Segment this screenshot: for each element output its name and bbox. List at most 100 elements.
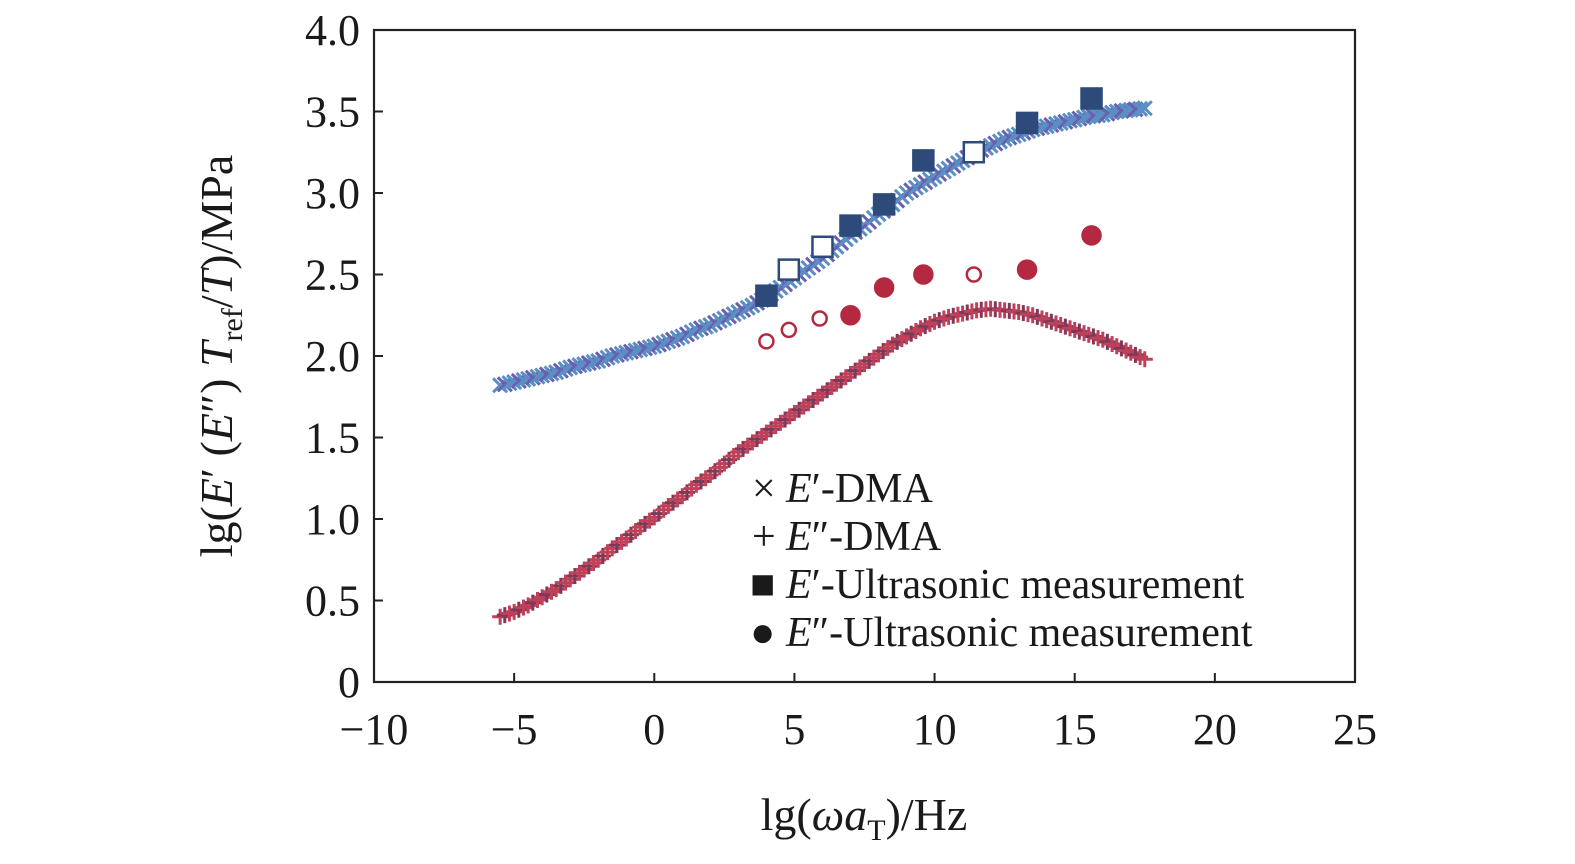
y-tick-label: 4.0 — [305, 6, 360, 55]
x-tick-label: 15 — [1053, 705, 1097, 754]
cross-stroke — [1001, 129, 1018, 146]
cross-stroke — [599, 349, 616, 366]
storage-dma-point — [1066, 111, 1083, 128]
cross-stroke — [1132, 100, 1149, 117]
storage-dma-point — [632, 341, 649, 358]
storage-dma-point — [618, 344, 635, 361]
loss-ultrasonic-point — [780, 321, 798, 339]
storage-dma-point — [664, 331, 682, 348]
legend-item-loss-dma: + E″-DMA — [752, 514, 942, 560]
cross-stroke — [1136, 100, 1153, 117]
cross-stroke — [636, 340, 654, 357]
y-axis-label: lg(E′ (E″) Tref/T)/MPa — [191, 155, 249, 557]
storage-dma-point — [580, 355, 597, 372]
cross-stroke — [492, 377, 509, 394]
loss-ultrasonic-point — [1016, 259, 1038, 280]
cross-stroke — [725, 306, 742, 323]
storage-dma-point — [1038, 118, 1055, 135]
legend-item-loss-ultrasonic: ● E″-Ultrasonic measurement — [750, 610, 1253, 656]
legend-label: E″-Ultrasonic measurement — [785, 610, 1253, 656]
storage-dma-point — [524, 369, 541, 386]
cross-stroke — [982, 137, 999, 154]
storage-dma-point — [996, 131, 1013, 148]
cross-stroke — [641, 339, 658, 356]
legend-sym: E — [785, 466, 812, 512]
cross-stroke — [1047, 115, 1065, 133]
storage-dma-point — [1094, 106, 1111, 123]
cross-stroke — [538, 366, 555, 383]
storage-dma-point — [622, 343, 639, 360]
y-tick-label: 1.0 — [305, 495, 360, 544]
cross-stroke — [702, 316, 719, 334]
y-label-e2p: ″) — [191, 367, 242, 413]
y-label-t2: T — [191, 266, 242, 295]
cross-stroke — [664, 331, 682, 348]
legend-prime: ′ — [812, 562, 821, 608]
cross-stroke — [1043, 117, 1060, 134]
storage-dma-point — [1052, 114, 1069, 131]
cross-stroke — [496, 376, 513, 393]
cross-stroke — [632, 341, 649, 358]
cross-stroke — [548, 364, 565, 381]
x-axis-ticks: −10 −5 0 5 10 15 20 25 — [340, 673, 1377, 754]
storage-dma-point — [534, 367, 551, 384]
cross-stroke — [739, 299, 756, 316]
loss-dma-point — [1136, 351, 1153, 368]
x-label-pre: lg( — [761, 789, 812, 840]
cross-stroke — [557, 360, 574, 378]
storage-dma-point — [562, 359, 579, 376]
storage-dma-point — [987, 135, 1004, 152]
x-tick-label: 5 — [783, 705, 805, 754]
legend-prime: ″ — [812, 514, 830, 560]
loss-ultrasonic-point — [1081, 225, 1102, 246]
storage-ultrasonic-point — [1080, 87, 1103, 110]
x-tick-label: 25 — [1333, 705, 1377, 754]
cross-stroke — [716, 310, 733, 327]
storage-dma-point — [730, 303, 747, 321]
storage-dma-point — [501, 375, 518, 392]
cross-stroke — [515, 371, 532, 388]
storage-dma-point — [543, 365, 560, 382]
cross-stroke — [627, 342, 644, 359]
storage-dma-point — [1001, 129, 1018, 146]
legend-prime: ′ — [812, 466, 821, 512]
x-tick-label: 10 — [913, 705, 957, 754]
cross-stroke — [683, 324, 700, 341]
storage-ultrasonic-point — [962, 141, 986, 164]
cross-stroke — [543, 365, 560, 382]
storage-ultrasonic-point — [755, 284, 778, 307]
y-tick-label: 3.0 — [305, 169, 360, 218]
storage-dma-point — [706, 314, 724, 331]
cross-stroke — [706, 314, 724, 331]
y-label-pre: lg( — [191, 506, 242, 557]
storage-dma-point — [548, 364, 565, 381]
cross-stroke — [996, 131, 1013, 148]
cross-stroke — [510, 372, 527, 390]
legend-text: -Ultrasonic measurement — [829, 610, 1253, 656]
y-label-sub: ref — [216, 308, 249, 341]
cross-stroke — [1071, 110, 1088, 127]
loss-ultrasonic-point — [873, 277, 895, 298]
y-label-post: )/MPa — [191, 155, 242, 270]
storage-dma-point — [636, 340, 654, 357]
storage-ultrasonic-point — [777, 258, 801, 281]
storage-dma-point — [991, 133, 1009, 150]
x-tick-label: −5 — [491, 705, 538, 754]
legend-label: E′-DMA — [785, 466, 934, 512]
legend-text: -DMA — [821, 466, 934, 512]
y-label-e2: E — [191, 413, 242, 442]
y-tick-label: 2.0 — [305, 332, 360, 381]
storage-dma-point — [496, 376, 513, 393]
legend-text: -Ultrasonic measurement — [821, 562, 1245, 608]
x-label-post: )/Hz — [886, 789, 968, 840]
storage-dma-point — [1071, 110, 1088, 127]
loss-ultrasonic-point — [965, 266, 983, 283]
storage-dma-point — [520, 370, 537, 387]
data-marks — [492, 87, 1153, 625]
x-tick-label: −10 — [340, 705, 409, 754]
cross-stroke — [529, 368, 546, 385]
y-axis-ticks: 0 0.5 1.0 1.5 2.0 2.5 3.0 3.5 4.0 — [305, 6, 383, 707]
storage-ultrasonic-point — [811, 235, 834, 259]
cross-stroke — [650, 336, 668, 353]
cross-stroke — [1052, 114, 1069, 131]
